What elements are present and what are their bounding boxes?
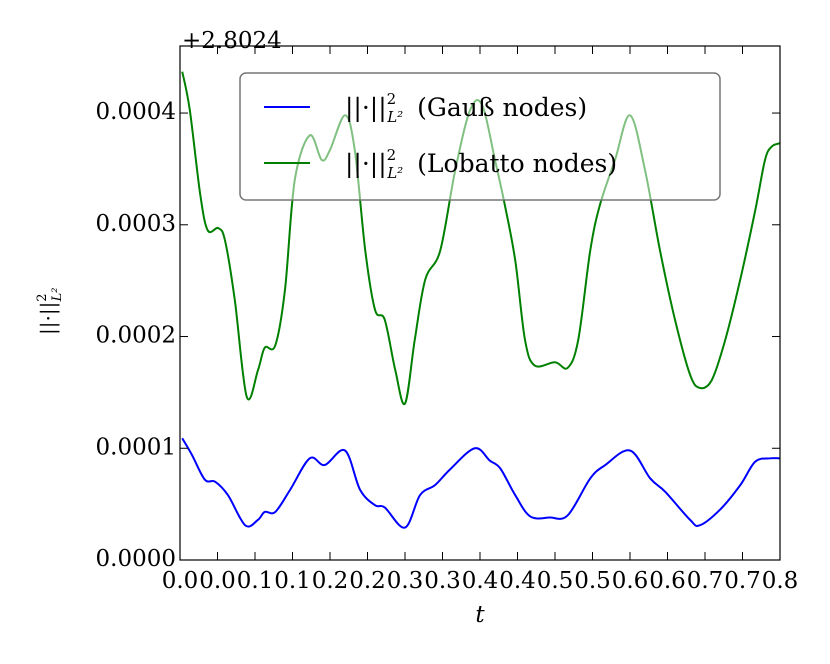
legend-label: ||·||2 L² (Gauß nodes): [345, 90, 587, 126]
legend-norm-sup: 2: [387, 146, 397, 164]
x-tick-label: 0.0: [162, 568, 199, 594]
legend-norm-sub: L²: [386, 164, 403, 182]
x-tick-label: 0.7: [687, 568, 724, 594]
legend-name: (Gauß nodes): [417, 93, 587, 122]
x-tick-label: 0.7: [724, 568, 761, 594]
y-tick-label: 0.0003: [96, 211, 176, 237]
legend-name: (Lobatto nodes): [417, 149, 617, 178]
legend-norm-sup: 2: [387, 90, 397, 108]
x-tick-label: 0.3: [424, 568, 461, 594]
y-axis-label: ||·||2L²: [35, 288, 65, 335]
x-tick-label: 0.4: [499, 568, 536, 594]
x-tick-label: 0.5: [537, 568, 574, 594]
x-axis-label: t: [475, 602, 485, 628]
y-label-sub: L²: [50, 288, 65, 303]
y-label-sup: 2: [35, 293, 50, 301]
legend-box: [239, 72, 721, 201]
x-tick-label: 0.3: [387, 568, 424, 594]
x-tick-label: 0.6: [612, 568, 649, 594]
y-tick-label: 0.0004: [96, 99, 176, 125]
x-tick-label: 0.4: [462, 568, 499, 594]
y-tick-label: 0.0000: [96, 546, 176, 572]
x-tick-label: 0.1: [237, 568, 274, 594]
y-tick-label: 0.0001: [96, 434, 176, 460]
x-tick-label: 0.1: [274, 568, 311, 594]
legend-norm-base: ||·||: [345, 93, 387, 123]
legend-norm-sub: L²: [386, 108, 403, 126]
legend-label: ||·||2 L² (Lobatto nodes): [345, 146, 617, 182]
x-tick-label: 0.5: [574, 568, 611, 594]
x-tick-label: 0.0: [199, 568, 236, 594]
offset-text: +2.8024: [182, 28, 282, 54]
x-tick-label: 0.2: [312, 568, 349, 594]
legend: ||·||2 L² (Gauß nodes)||·||2 L² (Lobatto nod…: [239, 72, 721, 201]
x-tick-label: 0.2: [349, 568, 386, 594]
y-tick-label: 0.0002: [96, 323, 176, 349]
data-line: [181, 437, 780, 529]
x-tick-label: 0.8: [762, 568, 799, 594]
legend-norm-base: ||·||: [345, 149, 387, 179]
x-tick-label: 0.6: [649, 568, 686, 594]
y-label-base: ||·||: [36, 302, 61, 335]
